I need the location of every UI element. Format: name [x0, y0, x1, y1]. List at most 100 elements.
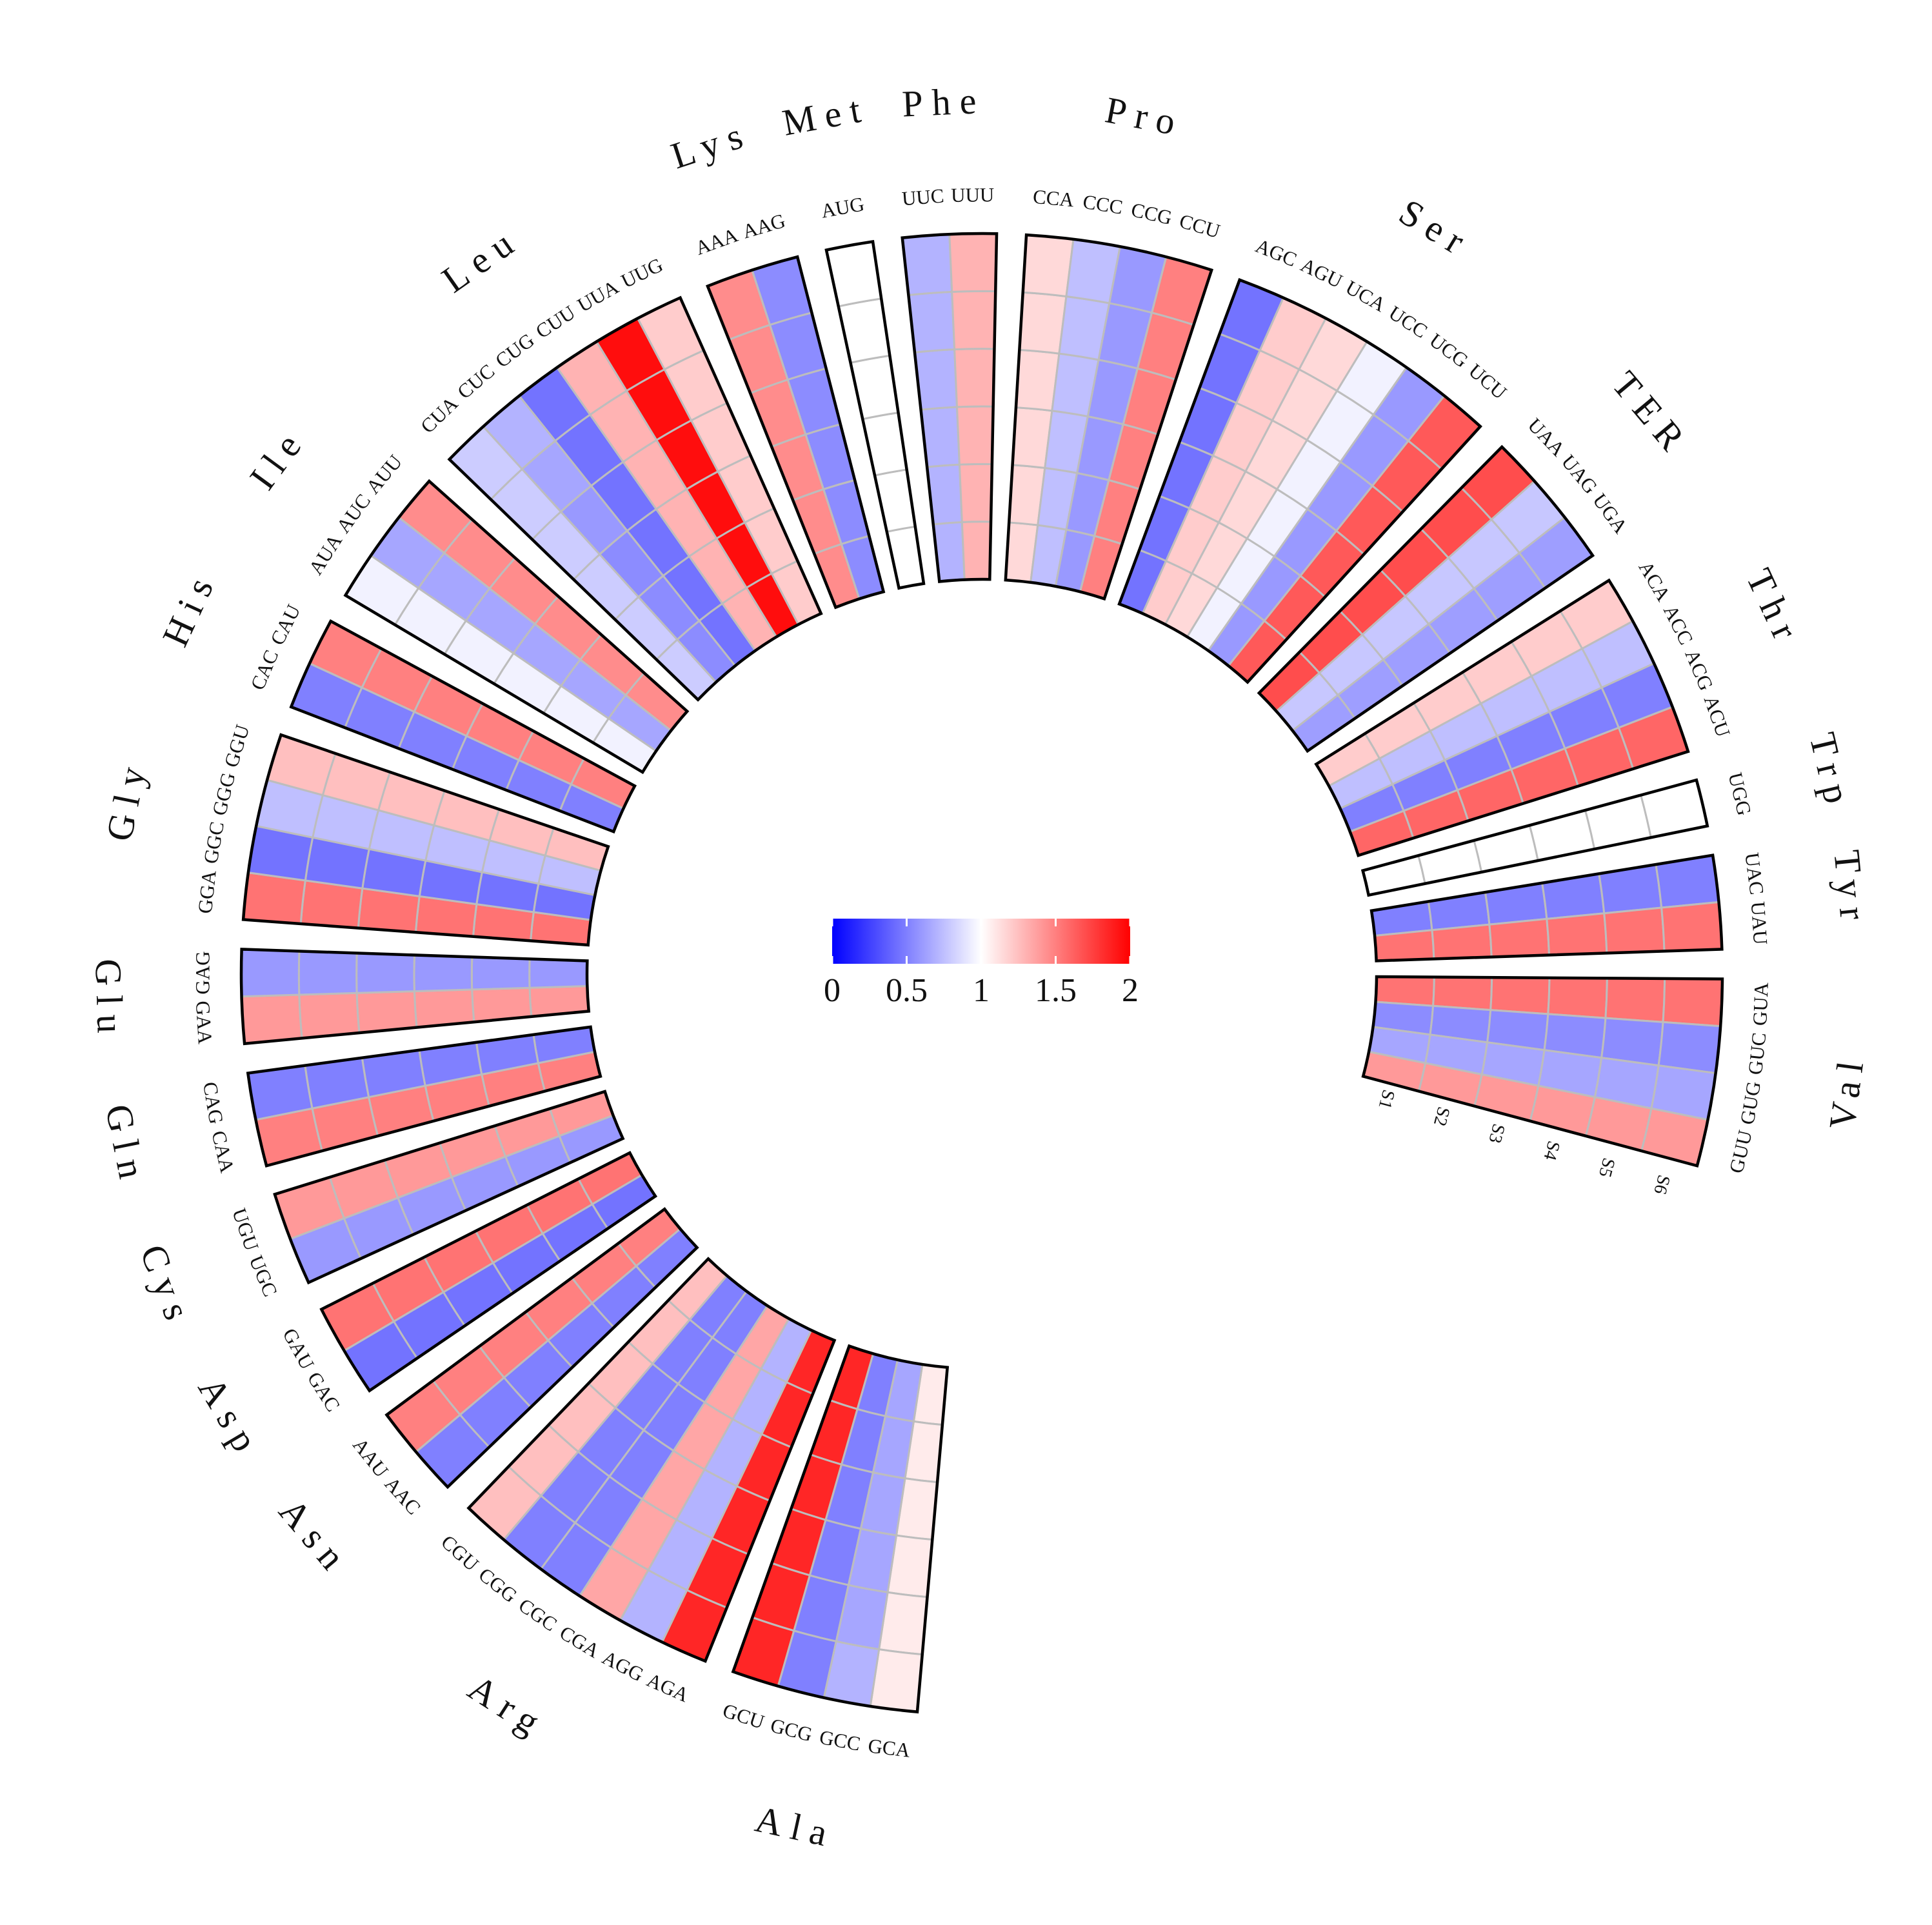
group-border-val	[1361, 975, 1724, 1168]
codon-label-aaa: AAA	[692, 223, 741, 259]
codon-label-agg: AGG	[599, 1646, 648, 1686]
cell-val-gua-s2	[1431, 976, 1493, 1012]
aa-label-trp: Trp	[1801, 729, 1860, 816]
cell-tyr-uau-s2	[1431, 923, 1493, 960]
aa-label-asn: Asn	[271, 1490, 359, 1584]
codon-label-acu: ACU	[1700, 693, 1735, 740]
aa-label-val: Val	[1821, 1050, 1873, 1132]
aa-label-met: Met	[779, 87, 873, 144]
sample-label-s5: S5	[1595, 1156, 1619, 1180]
cell-tyr-uau-s6	[1660, 901, 1723, 952]
group-border-asp	[319, 1150, 658, 1393]
aa-label-tyr: Tyr	[1826, 848, 1875, 930]
codon-label-guc: GUC	[1744, 1032, 1770, 1076]
heatmap-cells	[240, 232, 1724, 1713]
aa-label-leu: Leu	[434, 217, 528, 301]
cell-glu-gaa-s5	[298, 992, 361, 1040]
codon-label-uaa: UAA	[1524, 414, 1570, 461]
codon-label-uca: UCA	[1342, 275, 1390, 316]
group-border-ter	[1257, 444, 1595, 753]
sample-label-s1: S1	[1375, 1088, 1399, 1112]
cell-phe-uuu-s2	[958, 463, 993, 523]
cell-phe-uuu-s6	[948, 232, 998, 293]
codon-label-ucu: UCU	[1464, 359, 1511, 404]
colorbar-tick-label-3: 1.5	[1035, 972, 1077, 1009]
colorbar-legend: 0 0.5 1 1.5 2	[824, 919, 1139, 1009]
codon-label-gca: GCA	[867, 1734, 912, 1762]
colorbar-tick-label-1: 0.5	[886, 972, 928, 1009]
codon-label-cua: CUA	[416, 392, 463, 437]
colorbar-tick-label-0: 0	[824, 972, 841, 1009]
cell-glu-gag-s5	[297, 950, 358, 996]
cell-glu-gag-s3	[413, 953, 473, 993]
aa-label-ser: Ser	[1392, 191, 1480, 267]
codon-label-uag: UAG	[1557, 450, 1602, 498]
codon-label-gau: GAU	[278, 1324, 319, 1373]
codon-label-caa: CAA	[207, 1128, 239, 1175]
codon-label-aca: ACA	[1634, 557, 1675, 606]
cell-gly-gga-s6	[242, 871, 307, 925]
codon-label-gaa: GAA	[192, 1000, 217, 1045]
sample-label-s2: S2	[1429, 1104, 1454, 1128]
aa-label-gly: Gly	[98, 755, 155, 844]
codon-label-acg: ACG	[1680, 646, 1718, 693]
cell-phe-uuu-s5	[951, 290, 997, 351]
cell-val-gua-s5	[1604, 977, 1666, 1024]
cell-pro-cca-s5	[1018, 291, 1068, 355]
codon-label-ccg: CCG	[1129, 198, 1174, 229]
codon-label-auu: AUU	[361, 450, 406, 498]
codon-label-cga: CGA	[556, 1621, 604, 1662]
codon-label-cac: CAC	[246, 646, 283, 693]
group-border-met	[824, 239, 926, 590]
cell-phe-uuu-s3	[955, 405, 995, 466]
codon-label-aua: AUA	[304, 530, 346, 579]
cell-tyr-uac-s3	[1484, 882, 1548, 926]
aa-label-ile: Ile	[241, 419, 314, 497]
codon-label-uau: UAU	[1747, 901, 1772, 945]
colorbar-tick-label-2: 1	[973, 972, 990, 1009]
codon-label-aug: AUG	[819, 192, 866, 222]
cell-glu-gaa-s6	[240, 993, 303, 1045]
codon-label-aga: AGA	[644, 1668, 693, 1706]
group-borders	[239, 232, 1724, 1714]
aa-label-thr: Thr	[1738, 563, 1810, 653]
colorbar-tick-label-4: 2	[1122, 972, 1139, 1009]
codon-label-ugu: UGU	[228, 1205, 263, 1253]
codon-label-cau: CAU	[266, 601, 305, 648]
group-border-tyr	[1369, 853, 1724, 962]
group-border-ala	[731, 1344, 950, 1714]
codon-label-gcc: GCC	[818, 1726, 862, 1755]
cell-tyr-uau-s5	[1603, 906, 1666, 954]
cell-glu-gag-s1	[528, 957, 588, 989]
group-border-thr	[1314, 578, 1690, 857]
cell-phe-uuc-s6	[901, 233, 953, 297]
aa-label-his: His	[154, 563, 225, 653]
codon-label-cgg: CGG	[474, 1563, 521, 1607]
codon-label-uug: UUG	[617, 254, 666, 293]
group-border-arg	[466, 1257, 837, 1663]
aa-label-ala: Ala	[752, 1798, 840, 1856]
codon-label-cgc: CGC	[515, 1593, 561, 1635]
group-border-leu	[447, 295, 823, 702]
group-border-ile	[343, 479, 690, 775]
aa-label-asp: Asp	[190, 1370, 271, 1466]
codon-label-gac: GAC	[303, 1368, 345, 1415]
codon-label-uua: UUA	[573, 275, 622, 317]
codon-label-guu: GUU	[1725, 1128, 1757, 1175]
group-border-cys	[273, 1090, 625, 1285]
aa-label-pro: Pro	[1102, 88, 1188, 145]
codon-label-uuc: UUC	[901, 185, 945, 210]
group-border-his	[289, 619, 637, 834]
group-border-ser	[1117, 277, 1482, 684]
cell-val-gua-s3	[1489, 976, 1551, 1015]
codon-label-uac: UAC	[1740, 852, 1768, 896]
codon-label-gua: GUA	[1748, 982, 1773, 1026]
cell-tyr-uau-s1	[1373, 929, 1435, 962]
codon-label-agu: AGU	[1297, 254, 1346, 293]
codon-label-agc: AGC	[1253, 234, 1300, 271]
cell-phe-uuu-s1	[961, 521, 992, 581]
group-border-glu	[239, 948, 591, 1046]
codon-label-ggg: GGG	[208, 770, 240, 817]
cell-glu-gaa-s4	[355, 990, 418, 1034]
group-border-asn	[384, 1207, 699, 1490]
